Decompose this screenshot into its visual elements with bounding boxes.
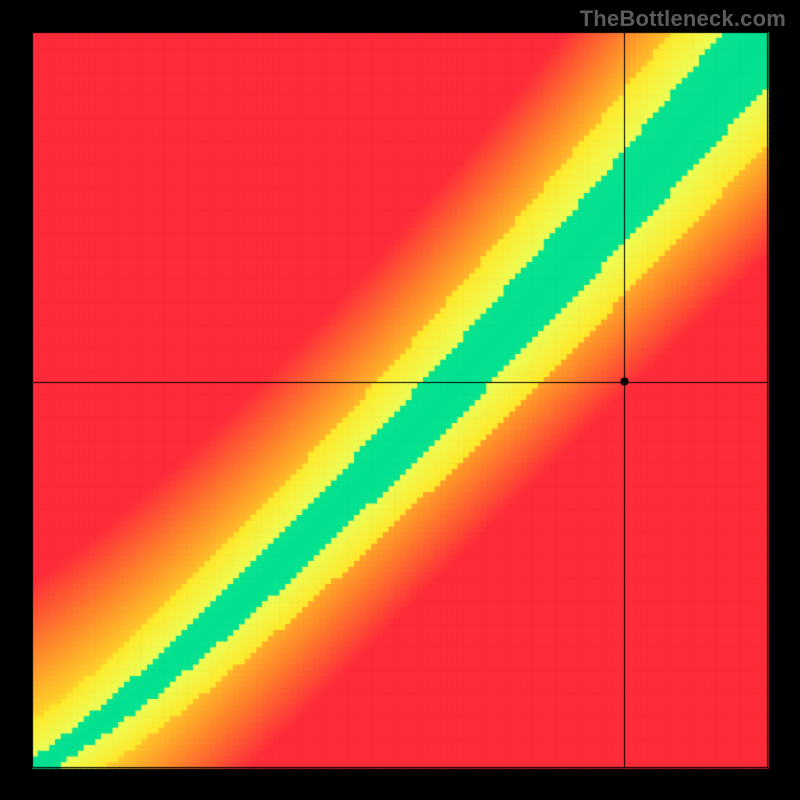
- watermark-text: TheBottleneck.com: [580, 6, 786, 32]
- bottleneck-heatmap: [0, 0, 800, 800]
- chart-container: TheBottleneck.com: [0, 0, 800, 800]
